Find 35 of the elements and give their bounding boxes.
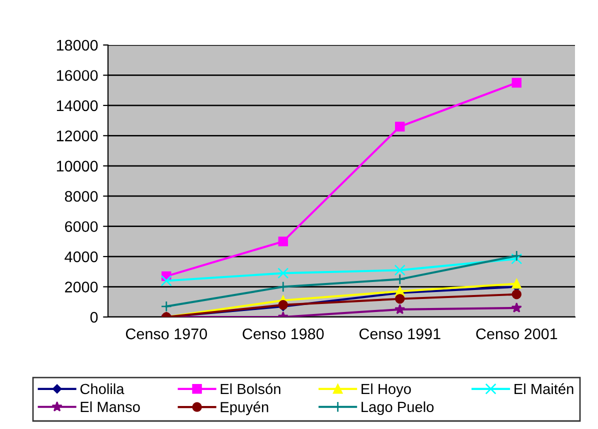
point <box>511 302 522 313</box>
y-tick-label: 4000 <box>64 251 98 262</box>
x-tick-label: Censo 1970 <box>126 328 207 340</box>
y-tick-label: 0 <box>90 312 98 323</box>
legend-label: El Manso <box>80 401 140 412</box>
point <box>512 278 522 289</box>
legend-label: El Bolsón <box>220 383 280 394</box>
y-tick-label: 2000 <box>65 282 98 292</box>
y-tick-label: 12000 <box>56 130 98 142</box>
y-tick-label: 18000 <box>56 40 98 51</box>
x-tick-label: Censo 2001 <box>476 328 558 340</box>
legend-label: El Maitén <box>514 383 574 394</box>
legend-label: Lago Puelo <box>362 401 434 415</box>
point <box>511 250 522 262</box>
y-tick-label: 6000 <box>65 221 98 232</box>
point <box>395 122 405 132</box>
point <box>512 289 522 300</box>
legend-label: Epuyén <box>220 401 268 416</box>
point <box>512 78 522 88</box>
x-tick-label: Censo 1980 <box>242 328 324 340</box>
y-tick-label: 14000 <box>56 100 98 112</box>
point <box>394 264 406 276</box>
point <box>160 300 172 312</box>
point <box>278 236 288 246</box>
point <box>278 268 289 279</box>
point <box>395 294 405 304</box>
point <box>394 304 406 314</box>
y-tick-label: 8000 <box>64 190 98 202</box>
legend-label: Cholila <box>80 383 124 394</box>
point <box>511 253 522 264</box>
y-tick-label: 16000 <box>56 70 98 81</box>
point <box>160 275 172 286</box>
x-tick-label: Censo 1991 <box>359 328 440 340</box>
legend-label: El Hoyo <box>362 383 411 398</box>
y-tick-label: 10000 <box>56 160 98 172</box>
